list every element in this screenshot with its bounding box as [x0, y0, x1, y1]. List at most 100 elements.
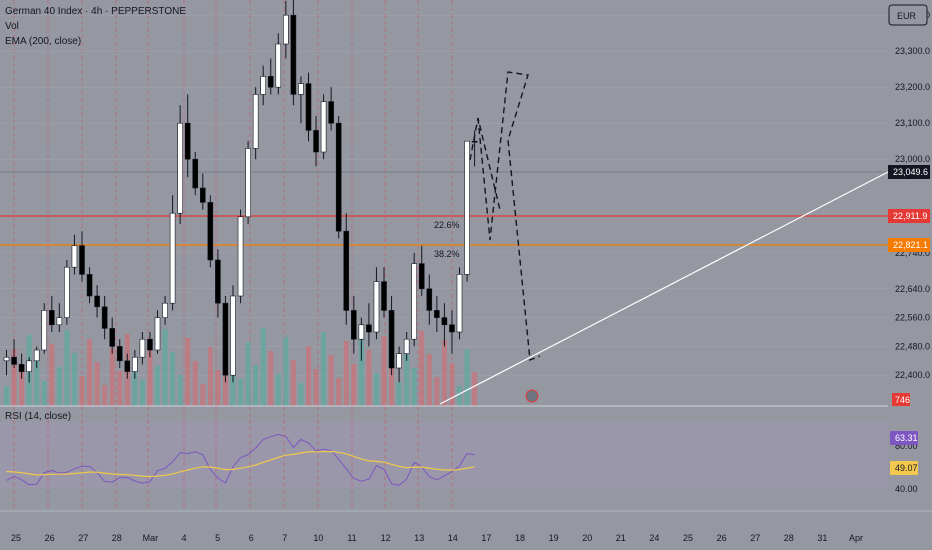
candle-body: [230, 295, 236, 376]
volume-bar: [419, 331, 425, 406]
time-tick: 12: [381, 533, 391, 543]
time-tick: 14: [448, 533, 458, 543]
candle-body: [335, 122, 342, 232]
volume-bar: [87, 339, 93, 406]
price-tick: 23,000.0: [895, 154, 930, 164]
volume-bar: [200, 384, 206, 406]
candle-body: [109, 328, 115, 347]
candle-body: [3, 356, 10, 362]
candle-body: [11, 356, 17, 365]
candle-body: [116, 346, 123, 362]
volume-bar: [147, 343, 153, 406]
projection-path[interactable]: [477, 71, 541, 361]
time-tick: 13: [414, 533, 424, 543]
candle-body: [86, 274, 93, 297]
candle-body: [139, 338, 146, 358]
rsi-value: 63.31: [895, 433, 918, 443]
trendline[interactable]: [439, 171, 889, 405]
ema-indicator[interactable]: EMA (200, close): [5, 36, 82, 47]
candle-body: [283, 14, 289, 45]
candle-body: [426, 288, 433, 311]
volume-bar: [457, 386, 462, 406]
volume-bar: [192, 361, 198, 406]
candle-body: [366, 324, 372, 333]
volume-bar: [155, 366, 160, 406]
rsi-ma-tag: [890, 461, 918, 475]
volume-bar: [79, 376, 85, 406]
price-tick: 22,740.0: [895, 248, 930, 258]
volume-bar: [389, 359, 395, 406]
price-axis[interactable]: 23,400.023,300.023,200.023,100.023,000.0…: [895, 10, 930, 380]
volume-bar: [268, 351, 274, 406]
candle-body: [320, 101, 327, 153]
volume-bar: [11, 349, 17, 406]
currency-button[interactable]: [888, 4, 928, 26]
volume-bar: [109, 348, 115, 406]
candles[interactable]: [3, 0, 478, 383]
candle-body: [305, 83, 312, 131]
volume-bar: [102, 385, 108, 406]
volume-bar: [336, 378, 342, 406]
event-marker[interactable]: [525, 389, 539, 403]
candle-body: [456, 274, 463, 333]
candle-body: [184, 122, 191, 160]
time-tick: 5: [215, 533, 220, 543]
volume-bar: [449, 363, 455, 406]
symbol-title[interactable]: German 40 Index · 4h · PEPPERSTONE: [5, 6, 187, 17]
rsi-tick-80: 80.00: [895, 441, 918, 451]
candle-body: [267, 76, 274, 88]
candle-body: [192, 158, 199, 189]
currency-label: EUR: [897, 11, 917, 21]
candle-body: [222, 302, 229, 376]
volume-bar: [343, 341, 349, 406]
time-tick: 24: [649, 533, 659, 543]
rsi-tick-40: 40.00: [895, 484, 918, 494]
candle-body: [275, 43, 282, 88]
volume-bar: [207, 347, 213, 406]
candle-body: [388, 310, 395, 369]
volume-bar: [290, 360, 296, 406]
volume-bar: [49, 344, 55, 406]
volume-bar: [260, 328, 266, 406]
volume-bar: [464, 349, 470, 406]
candle-body: [132, 356, 138, 372]
projection-path-2[interactable]: [469, 117, 501, 211]
volume-bar: [434, 377, 440, 406]
volume-bar: [162, 329, 168, 406]
volume-bar: [298, 383, 304, 406]
rsi-title[interactable]: RSI (14, close): [5, 411, 72, 422]
time-tick: 4: [181, 533, 186, 543]
volume-bar: [404, 345, 410, 406]
candle-body: [162, 302, 168, 318]
price-tick: 22,640.0: [895, 284, 930, 294]
candle-body: [26, 360, 32, 372]
time-tick: 18: [515, 533, 525, 543]
volume-bar: [94, 362, 100, 406]
price-tick: 23,100.0: [895, 118, 930, 128]
candle-body: [94, 295, 100, 308]
time-axis[interactable]: 25 26 27 28 Mar 4 5 6 7 10 11 12 13 14 17 18 19 20 21 24 25 2…: [11, 533, 863, 543]
time-tick: 28: [112, 533, 122, 543]
time-tick: 25: [683, 533, 693, 543]
candle-body: [373, 281, 380, 333]
volume-bar: [396, 382, 402, 406]
vol-indicator[interactable]: Vol: [5, 21, 19, 32]
volume-bar: [117, 371, 123, 406]
volume-bar: [441, 340, 447, 406]
session-dividers: [13, 0, 453, 511]
volume-bar: [64, 330, 70, 406]
volume-bar: [245, 342, 251, 406]
time-tick: 28: [784, 533, 794, 543]
time-tick: 27: [78, 533, 88, 543]
time-tick: 25: [11, 533, 21, 543]
candle-body: [381, 281, 387, 311]
volume-bar: [411, 368, 417, 406]
candle-body: [441, 317, 448, 326]
price-tick: 22,400.0: [895, 370, 930, 380]
candle-body: [33, 349, 40, 362]
candle-body: [48, 310, 55, 326]
candle-body: [124, 360, 131, 372]
time-tick: Mar: [143, 533, 159, 543]
rsi-legend: RSI (14, close): [5, 409, 71, 424]
